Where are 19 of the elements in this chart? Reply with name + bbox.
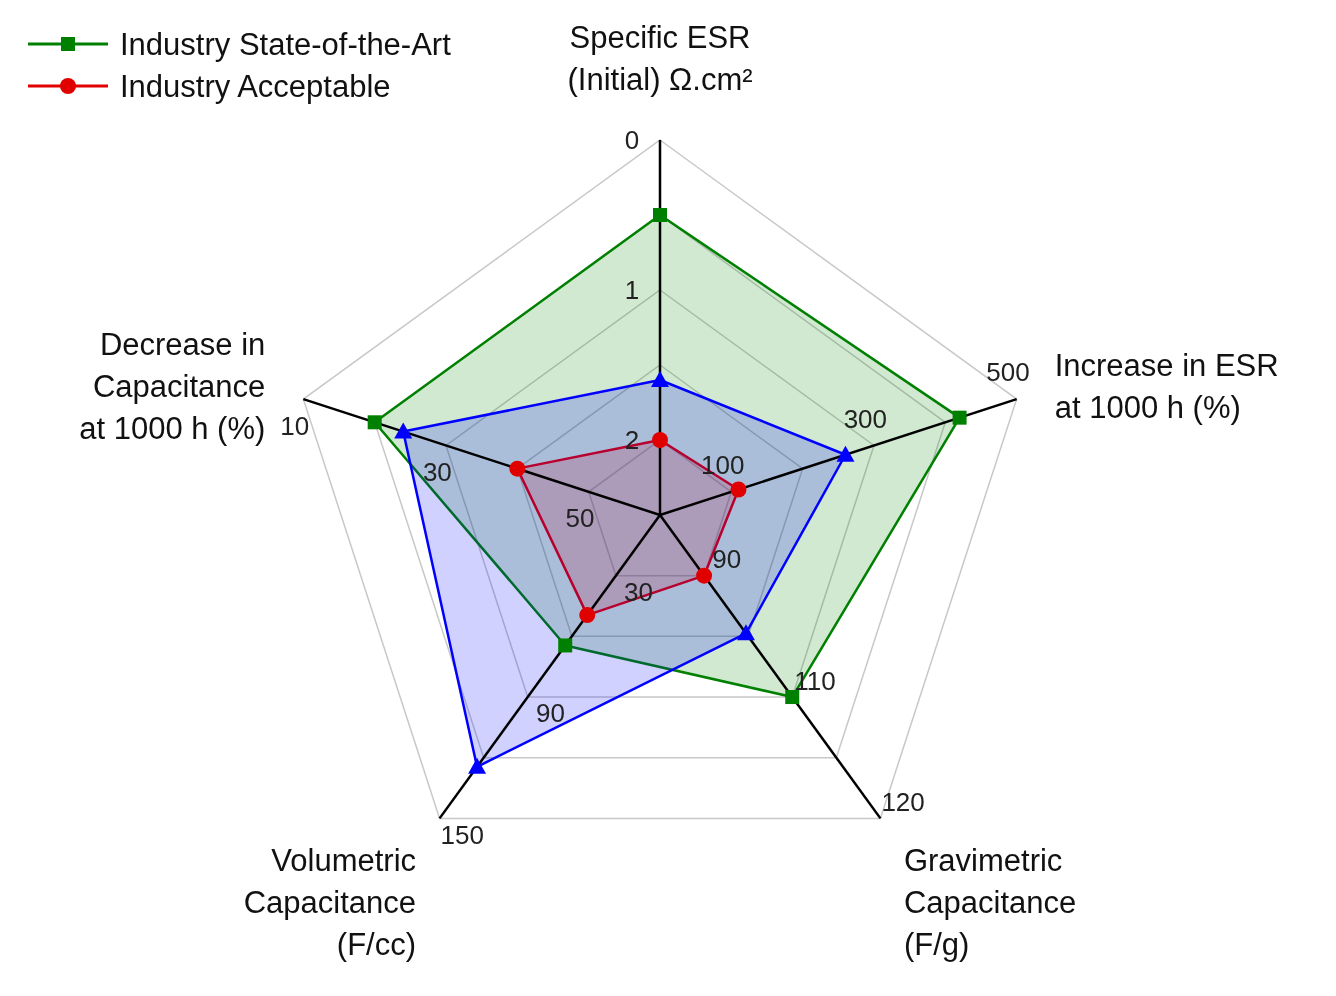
- text: 100: [700, 450, 745, 481]
- text: 30: [422, 457, 452, 488]
- text: 150: [440, 819, 484, 850]
- legend-label: Industry Acceptable: [120, 68, 391, 104]
- spoke-label: Gravimetric Capacitance (F/g): [903, 842, 1077, 962]
- text: 90: [535, 698, 565, 729]
- text: 1: [624, 275, 640, 305]
- text: 50: [565, 503, 595, 534]
- text: 120: [881, 786, 925, 817]
- text: 500: [986, 357, 1030, 388]
- spoke-label: Volumetric Capacitance (F/cc): [243, 842, 417, 962]
- text: 90: [712, 544, 742, 575]
- text: 0: [624, 125, 640, 155]
- text: 300: [843, 403, 888, 434]
- text: 10: [280, 410, 310, 441]
- spoke-label: Specific ESR (Initial) Ω.cm²: [567, 20, 753, 97]
- spoke-label: Decrease in Capacitance at 1000 h (%): [79, 326, 266, 446]
- spoke-label: Increase in ESR at 1000 h (%): [1054, 347, 1279, 425]
- legend-label: Industry State-of-the-Art: [120, 26, 452, 62]
